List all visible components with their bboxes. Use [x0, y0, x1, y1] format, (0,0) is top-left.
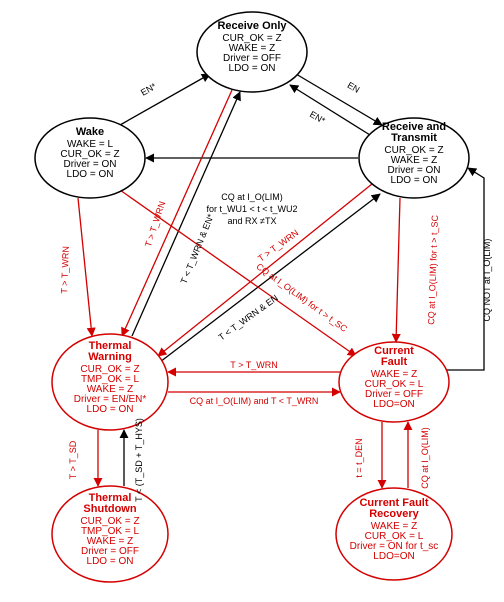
svg-text:LDO=ON: LDO=ON [373, 551, 414, 562]
svg-text:T < T_WRN & EN*: T < T_WRN & EN* [179, 212, 216, 285]
edge [396, 198, 400, 342]
svg-text:LDO = ON: LDO = ON [87, 404, 134, 415]
svg-text:t = t_DEN: t = t_DEN [354, 438, 364, 477]
svg-text:EN*: EN* [139, 81, 158, 98]
svg-text:LDO = ON: LDO = ON [391, 175, 438, 186]
svg-text:Receive Only: Receive Only [217, 20, 287, 32]
svg-text:CQ NOT at I_O(LIM): CQ NOT at I_O(LIM) [482, 239, 492, 322]
svg-text:LDO = ON: LDO = ON [229, 63, 276, 74]
state-cur_fault: CurrentFaultWAKE = ZCUR_OK = LDriver = O… [339, 342, 449, 422]
edge [290, 85, 370, 135]
state-th_shut: ThermalShutdownCUR_OK = ZTMP_OK = LWAKE … [52, 486, 168, 582]
svg-text:Shutdown: Shutdown [83, 503, 136, 515]
edge [78, 198, 92, 336]
svg-text:T > T_WRN: T > T_WRN [230, 360, 277, 370]
svg-text:for t_WU1 < t < t_WU2: for t_WU1 < t < t_WU2 [206, 204, 297, 214]
svg-text:T < (T_SD + T_HYS): T < (T_SD + T_HYS) [134, 418, 144, 502]
svg-text:T > T_WRN: T > T_WRN [143, 200, 167, 248]
svg-text:CQ at I_O(LIM): CQ at I_O(LIM) [420, 427, 430, 489]
svg-text:CQ at I_O(LIM): CQ at I_O(LIM) [221, 192, 283, 202]
svg-text:Recovery: Recovery [369, 508, 419, 520]
svg-text:LDO=ON: LDO=ON [373, 399, 414, 410]
state-wake: WakeWAKE = LCUR_OK = ZDriver = ONLDO = O… [35, 118, 145, 198]
edge [120, 74, 210, 125]
svg-text:T < T_WRN & EN: T < T_WRN & EN [217, 293, 280, 343]
svg-text:T > T_WRN: T > T_WRN [256, 228, 300, 264]
edge [132, 92, 240, 336]
svg-text:Wake: Wake [76, 126, 104, 138]
state-cur_rec: Current FaultRecoveryWAKE = ZCUR_OK = LD… [336, 488, 452, 580]
svg-text:Warning: Warning [88, 351, 132, 363]
svg-text:CQ at I_O(LIM) for t > t_SC: CQ at I_O(LIM) for t > t_SC [426, 214, 440, 325]
svg-text:Transmit: Transmit [391, 132, 437, 144]
svg-text:LDO = ON: LDO = ON [87, 556, 134, 567]
svg-text:EN*: EN* [308, 109, 327, 126]
svg-text:T > T_WRN: T > T_WRN [59, 246, 71, 294]
svg-text:LDO = ON: LDO = ON [67, 169, 114, 180]
svg-text:Fault: Fault [381, 356, 408, 368]
svg-text:EN: EN [346, 80, 362, 95]
svg-text:and RX ≠TX: and RX ≠TX [228, 216, 277, 226]
state-rx_tx: Receive andTransmitCUR_OK = ZWAKE = ZDri… [359, 118, 469, 198]
state-th_warn: ThermalWarningCUR_OK = ZTMP_OK = LWAKE =… [52, 334, 168, 430]
state-rx_only: Receive OnlyCUR_OK = ZWAKE = ZDriver = O… [197, 12, 307, 92]
edge [446, 168, 484, 370]
svg-text:T > T_SD: T > T_SD [68, 440, 78, 479]
svg-text:CQ at I_O(LIM) and T < T_WRN: CQ at I_O(LIM) and T < T_WRN [190, 396, 319, 406]
